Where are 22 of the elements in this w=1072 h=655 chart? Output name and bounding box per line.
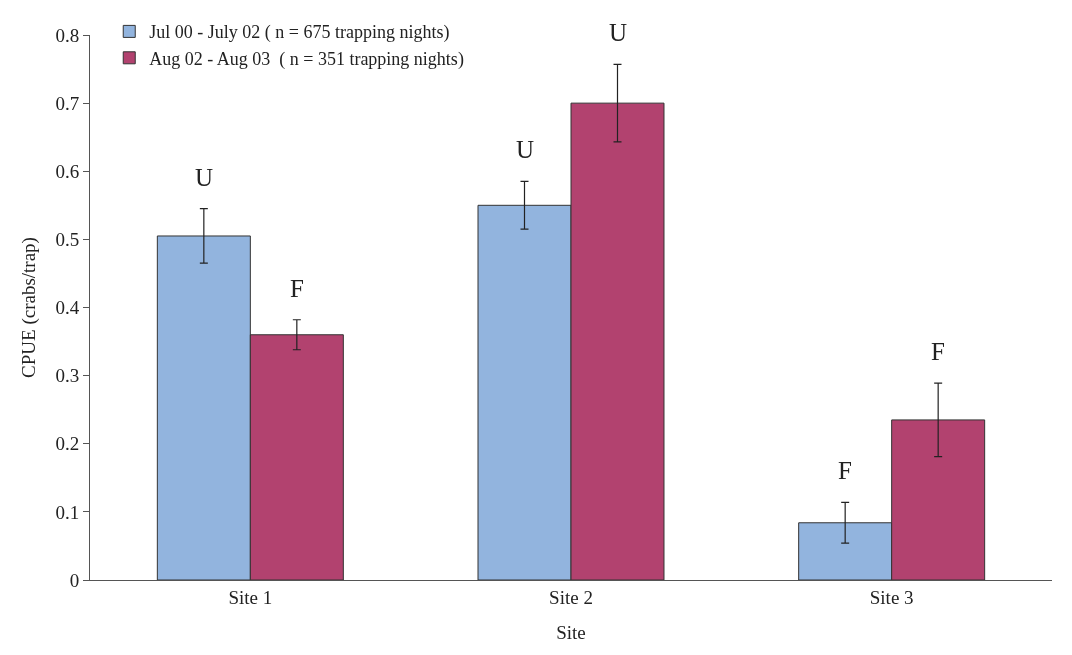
x-axis-title: Site (556, 621, 586, 643)
y-tick-label: 0.3 (55, 365, 80, 387)
legend-label: Aug 02 - Aug 03 ( n = 351 trapping nights) (149, 48, 464, 70)
x-tick-label: Site 3 (869, 586, 914, 608)
y-tick-label: 0.4 (55, 297, 80, 319)
legend-label: Jul 00 - July 02 ( n = 675 trapping nights) (149, 22, 450, 44)
y-tick-label: 0 (69, 569, 80, 591)
annotation: F (838, 457, 852, 484)
annotation: F (931, 338, 945, 365)
annotation: U (516, 136, 535, 163)
y-tick-label: 0.2 (55, 433, 80, 455)
annotation: F (290, 275, 304, 302)
annotation: U (609, 19, 628, 46)
y-tick-label: 0.7 (55, 92, 80, 114)
x-tick-label: Site 2 (549, 586, 593, 608)
y-axis-title: CPUE (crabs/trap) (18, 237, 41, 378)
x-tick-label: Site 1 (228, 586, 273, 608)
y-tick-label: 0.1 (55, 501, 80, 523)
annotation: U (195, 164, 214, 191)
y-tick-label: 0.8 (55, 24, 80, 46)
y-tick-label: 0.6 (55, 160, 80, 182)
y-tick-label: 0.5 (55, 229, 80, 251)
